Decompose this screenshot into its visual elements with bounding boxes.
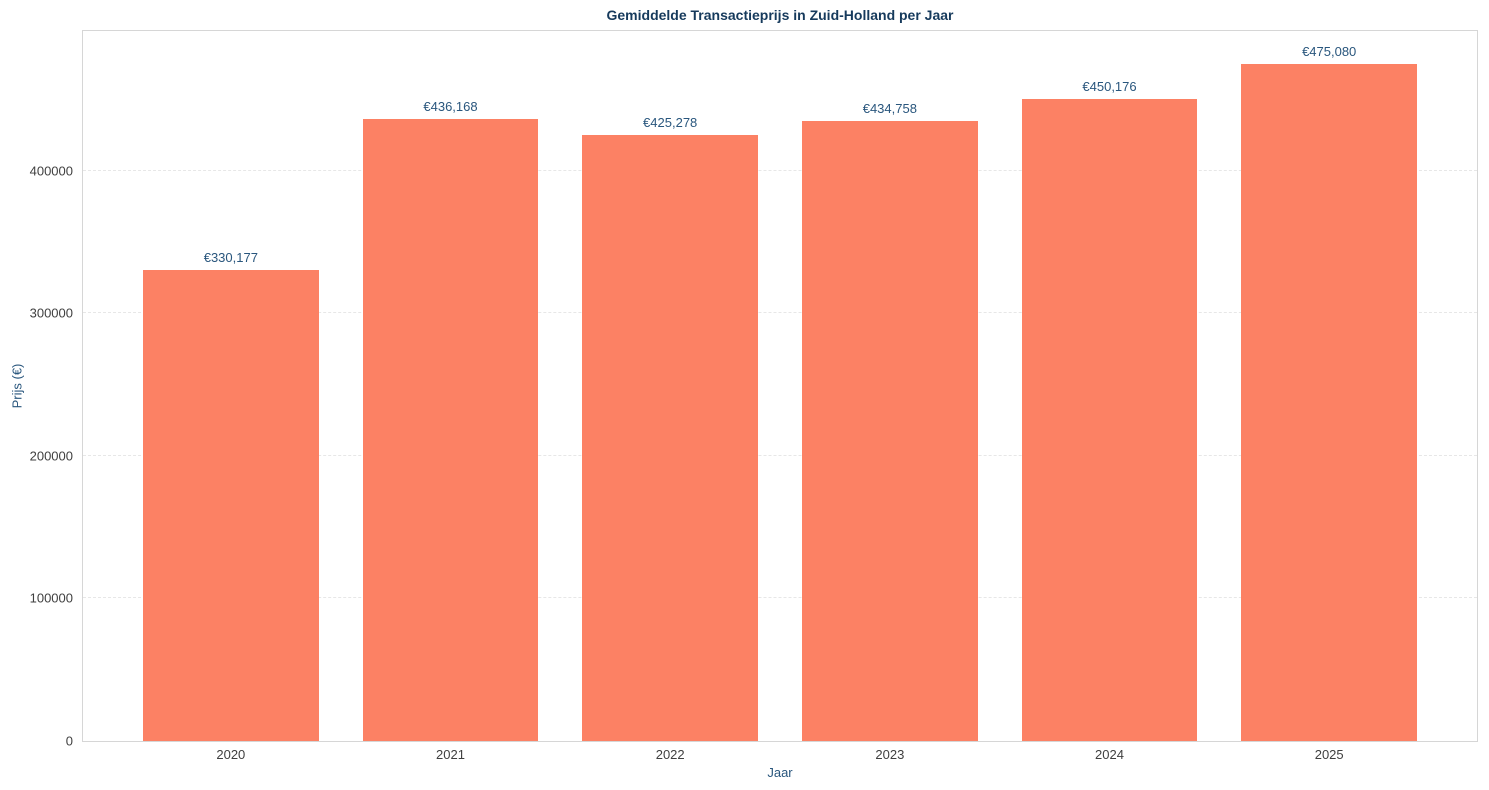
bar-value-label-2021: €436,168 (423, 99, 478, 115)
bar-slot-2022: €425,278 2022 (560, 31, 780, 761)
y-tick-label: 300000 (29, 305, 73, 321)
bar-2021 (362, 119, 539, 741)
plot-area: 0 100000 200000 300000 400000 €330,177 2020 €43… (30, 30, 1478, 761)
x-tick-label-2021: 2021 (436, 747, 465, 762)
x-tick-label-2020: 2020 (216, 747, 246, 762)
chart-title: Gemiddelde Transactieprijs in Zuid-Holla… (606, 7, 954, 23)
bar-slot-2024: €450,176 2024 (1000, 31, 1220, 761)
x-tick-label-2025: 2025 (1314, 747, 1344, 762)
x-axis-title: Jaar (767, 765, 793, 780)
bar-2022 (582, 134, 759, 741)
bar-2023 (801, 121, 978, 741)
bars-container: €330,177 2020 €436,168 2021 €425,278 2022 €434… (83, 31, 1477, 761)
x-tick-label-2023: 2023 (875, 747, 905, 762)
y-tick-label: 200000 (29, 448, 73, 464)
bar-2024 (1021, 99, 1198, 741)
y-tick-label: 100000 (29, 590, 73, 606)
bar-value-label-2022: €425,278 (643, 114, 698, 130)
bar-slot-2020: €330,177 2020 (121, 31, 341, 761)
bar-value-label-2020: €330,177 (203, 250, 258, 266)
bar-value-label-2023: €434,758 (862, 101, 917, 117)
y-axis-title: Prijs (€) (9, 363, 25, 409)
bar-slot-2021: €436,168 2021 (341, 31, 561, 761)
x-tick-label-2024: 2024 (1095, 747, 1124, 762)
x-tick-label-2022: 2022 (655, 747, 685, 762)
y-tick-label: 0 (65, 733, 73, 749)
bar-slot-2023: €434,758 2023 (780, 31, 1000, 761)
bar-value-label-2024: €450,176 (1082, 79, 1137, 95)
bar-2025 (1241, 63, 1418, 741)
bar-value-label-2025: €475,080 (1302, 43, 1357, 59)
y-tick-label: 400000 (29, 163, 73, 179)
bar-slot-2025: €475,080 2025 (1219, 31, 1439, 761)
bar-2020 (142, 270, 319, 741)
